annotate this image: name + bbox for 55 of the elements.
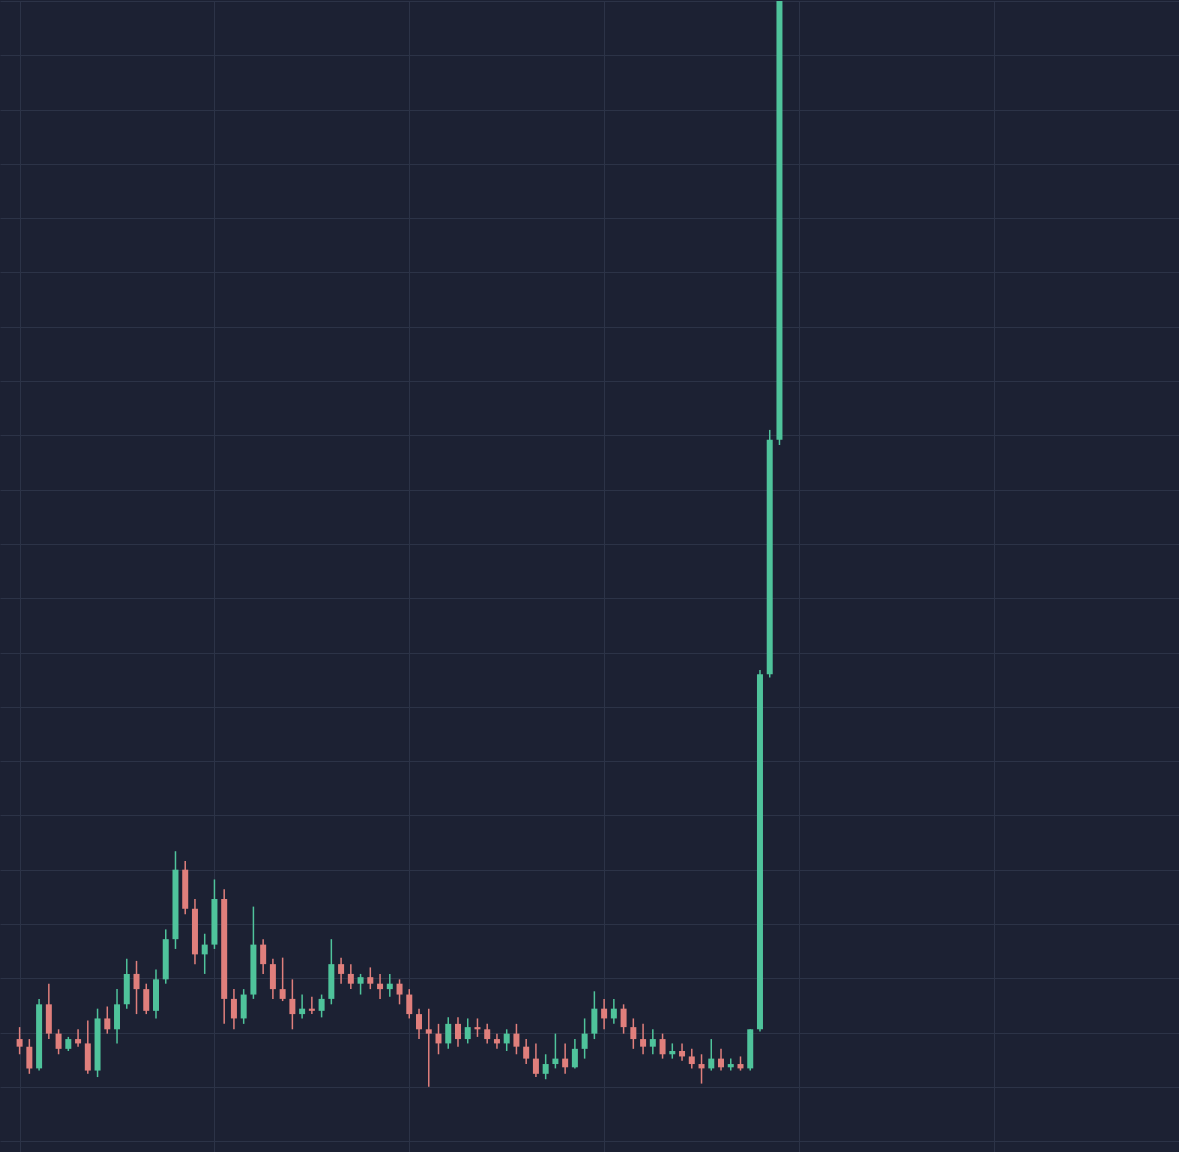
candlestick: [493, 1032, 500, 1050]
candlestick: [425, 1007, 432, 1088]
candlestick: [659, 1032, 666, 1060]
candlestick: [688, 1048, 695, 1070]
candlestick: [503, 1028, 510, 1052]
candlestick: [464, 1017, 471, 1045]
candlestick: [532, 1042, 539, 1078]
candlestick: [104, 1005, 111, 1035]
candlestick: [299, 993, 306, 1020]
candlestick: [347, 963, 354, 990]
candlestick: [484, 1023, 491, 1045]
candlestick: [230, 988, 237, 1031]
candlestick: [610, 998, 617, 1025]
candlestick: [552, 1032, 559, 1070]
candlestick: [581, 1017, 588, 1060]
candlestick: [542, 1053, 549, 1080]
candlestick: [406, 988, 413, 1020]
candlestick: [698, 1053, 705, 1085]
candlestick: [649, 1028, 656, 1056]
candlestick: [367, 966, 374, 990]
candlestick: [474, 1017, 481, 1038]
candlestick: [260, 938, 267, 975]
candlestick: [640, 1023, 647, 1056]
candlestick: [562, 1042, 569, 1075]
candlestick: [279, 956, 286, 1002]
candlestick: [416, 1007, 423, 1040]
candlestick: [620, 1003, 627, 1035]
candlestick: [377, 973, 384, 1000]
candlestick: [630, 1017, 637, 1050]
candlestick: [386, 973, 393, 998]
candlestick: [357, 973, 364, 996]
candlestick: [727, 1057, 734, 1072]
candlestick: [454, 1016, 461, 1048]
candlestick: [16, 1026, 23, 1056]
candlestick: [513, 1023, 520, 1056]
candlestick: [289, 978, 296, 1031]
candlestick: [396, 978, 403, 1006]
candlestick: [55, 1028, 62, 1056]
candlestick: [26, 1038, 33, 1075]
candlestick: [718, 1048, 725, 1072]
candlestick: [523, 1038, 530, 1065]
candlestick: [143, 982, 150, 1015]
candlestick: [601, 998, 608, 1031]
candlestick: [445, 1016, 452, 1050]
candlestick: [679, 1042, 686, 1062]
candlestick: [708, 1038, 715, 1072]
candlestick: [308, 995, 315, 1015]
candlestick: [571, 1038, 578, 1070]
candlestick: [318, 993, 325, 1019]
candlestick: [133, 960, 140, 1015]
candlestick: [201, 932, 208, 975]
candlestick: [75, 1028, 82, 1048]
candlestick: [240, 988, 247, 1025]
candlestick: [338, 956, 345, 985]
candlestick: [435, 1023, 442, 1056]
